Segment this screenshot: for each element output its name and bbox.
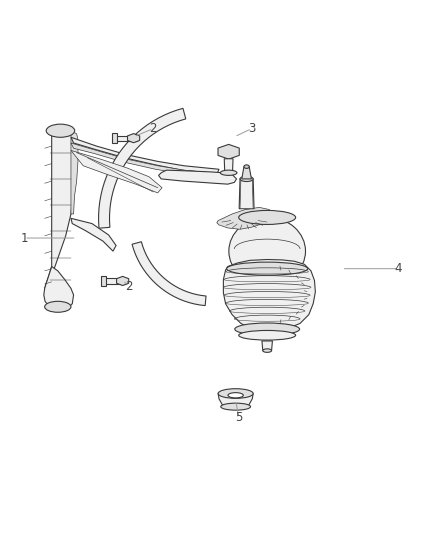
- Ellipse shape: [45, 301, 71, 312]
- Ellipse shape: [227, 262, 307, 275]
- Polygon shape: [224, 159, 233, 172]
- Ellipse shape: [263, 349, 272, 352]
- Polygon shape: [99, 108, 186, 228]
- Ellipse shape: [239, 330, 296, 340]
- Ellipse shape: [46, 124, 74, 138]
- Text: 3: 3: [248, 122, 255, 135]
- Ellipse shape: [240, 176, 253, 182]
- Polygon shape: [71, 131, 78, 214]
- Polygon shape: [112, 133, 117, 143]
- Polygon shape: [240, 179, 253, 209]
- Ellipse shape: [229, 217, 305, 285]
- Polygon shape: [101, 276, 106, 286]
- Polygon shape: [230, 213, 265, 225]
- Polygon shape: [117, 277, 129, 286]
- Ellipse shape: [239, 211, 296, 224]
- Polygon shape: [239, 179, 254, 209]
- Polygon shape: [132, 242, 206, 305]
- Ellipse shape: [244, 165, 249, 168]
- Polygon shape: [217, 207, 271, 229]
- Polygon shape: [45, 130, 74, 290]
- Polygon shape: [44, 266, 74, 310]
- Polygon shape: [218, 393, 253, 407]
- Polygon shape: [71, 219, 116, 251]
- Polygon shape: [127, 134, 140, 143]
- Text: 1: 1: [20, 231, 28, 245]
- Ellipse shape: [235, 323, 300, 335]
- Text: 5: 5: [235, 411, 242, 424]
- Text: 2: 2: [149, 122, 157, 135]
- Ellipse shape: [228, 393, 244, 398]
- Polygon shape: [262, 341, 272, 351]
- Polygon shape: [102, 278, 126, 284]
- Text: 4: 4: [395, 262, 403, 275]
- Polygon shape: [159, 170, 237, 184]
- Polygon shape: [223, 260, 315, 331]
- Polygon shape: [71, 150, 162, 193]
- Polygon shape: [71, 138, 219, 174]
- Polygon shape: [218, 144, 239, 159]
- Ellipse shape: [220, 170, 237, 175]
- Polygon shape: [113, 135, 137, 141]
- Text: 2: 2: [125, 280, 133, 293]
- Polygon shape: [71, 143, 219, 179]
- Polygon shape: [242, 167, 251, 179]
- Ellipse shape: [221, 403, 251, 410]
- Polygon shape: [223, 210, 269, 226]
- Ellipse shape: [218, 389, 253, 398]
